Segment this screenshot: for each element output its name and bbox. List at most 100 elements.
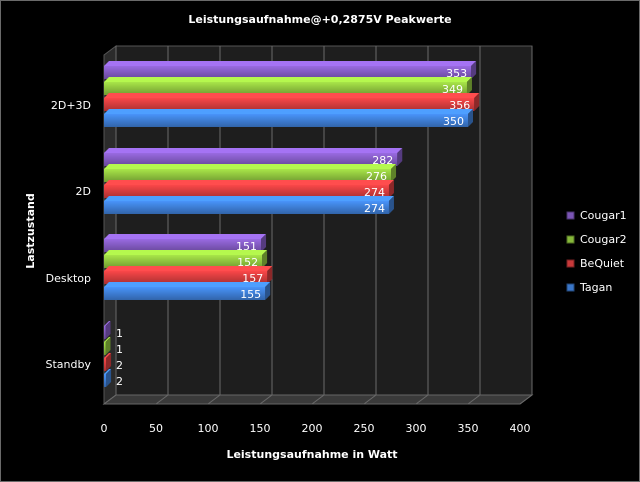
- bar-front: [104, 82, 467, 95]
- gridline-floor: [259, 394, 273, 405]
- bar-top: [104, 164, 397, 169]
- bar-top: [104, 321, 111, 326]
- x-tick-label: 200: [302, 422, 323, 435]
- data-label: 1: [116, 343, 123, 356]
- bar-front: [104, 255, 263, 268]
- bar-front: [104, 374, 107, 387]
- data-label: 274: [364, 186, 385, 199]
- x-tick-label: 400: [510, 422, 531, 435]
- gridline-floor: [519, 394, 533, 405]
- category-label: Desktop: [46, 272, 91, 285]
- bar: [104, 148, 403, 166]
- bar: [104, 180, 394, 198]
- x-tick-label: 150: [250, 422, 271, 435]
- legend-label: Cougar2: [580, 233, 627, 246]
- bar-end: [388, 196, 394, 214]
- bar-end: [106, 353, 112, 371]
- bar: [104, 250, 268, 268]
- bar-front: [104, 326, 106, 339]
- bar-front: [104, 342, 106, 355]
- category-label: 2D: [76, 185, 91, 198]
- bar-top: [104, 282, 271, 287]
- bar-top: [104, 61, 477, 66]
- x-tick-label: 300: [406, 422, 427, 435]
- bar: [104, 353, 112, 371]
- bar: [104, 77, 472, 95]
- data-label: 2: [116, 359, 123, 372]
- bar-end: [105, 321, 111, 339]
- bar-top: [104, 337, 111, 342]
- category-label: Standby: [46, 358, 92, 371]
- data-label: 282: [372, 154, 393, 167]
- bar: [104, 321, 111, 339]
- bar: [104, 234, 267, 252]
- gridline-floor: [103, 394, 117, 405]
- data-label: 155: [240, 288, 261, 301]
- bar-top: [104, 369, 112, 374]
- bar-end: [388, 180, 394, 198]
- category-label: 2D+3D: [51, 99, 91, 112]
- bar-end: [391, 164, 397, 182]
- bar-top: [104, 109, 473, 114]
- bar-front: [104, 98, 475, 111]
- bar-end: [466, 77, 472, 95]
- data-label: 157: [242, 272, 263, 285]
- bar-front: [104, 271, 268, 284]
- bar-front: [104, 153, 398, 166]
- bar-top: [104, 77, 472, 82]
- legend-label: Cougar1: [580, 209, 627, 222]
- bar: [104, 61, 477, 79]
- x-tick-label: 100: [198, 422, 219, 435]
- gridline-floor: [415, 394, 429, 405]
- gridline-floor: [363, 394, 377, 405]
- plot-area: 0 50 100 150 200 250 300 350 400 Standby Desktop 2D…: [46, 45, 534, 435]
- bar-end: [397, 148, 403, 166]
- bar-front: [104, 114, 468, 127]
- bar-top: [104, 148, 403, 153]
- bar-top: [104, 250, 268, 255]
- bar-top: [104, 196, 394, 201]
- x-tick-label: 50: [149, 422, 163, 435]
- gridline-floor: [155, 394, 169, 405]
- data-label: 276: [366, 170, 387, 183]
- bar-end: [105, 337, 111, 355]
- bar-top: [104, 234, 267, 239]
- bar-top: [104, 180, 394, 185]
- bar-end: [265, 282, 271, 300]
- data-label: 356: [449, 99, 470, 112]
- y-axis-title: Lastzustand: [24, 193, 37, 268]
- data-label: 152: [237, 256, 258, 269]
- bar-top: [104, 266, 273, 271]
- bar-top: [104, 353, 112, 358]
- x-tick-label: 350: [458, 422, 479, 435]
- gridline-floor: [207, 394, 221, 405]
- data-label: 274: [364, 202, 385, 215]
- bar-end: [267, 266, 273, 284]
- bar-front: [104, 66, 472, 79]
- data-label: 2: [116, 375, 123, 388]
- bar: [104, 196, 394, 214]
- bar-end: [471, 61, 477, 79]
- legend-swatch: [566, 211, 575, 220]
- gridline-floor: [467, 394, 481, 405]
- bar-end: [261, 234, 267, 252]
- bar: [104, 337, 111, 355]
- bar-end: [474, 93, 480, 111]
- data-label: 1: [116, 327, 123, 340]
- bar-end: [106, 369, 112, 387]
- x-tick-label: 250: [354, 422, 375, 435]
- legend-label: BeQuiet: [580, 257, 625, 270]
- bar: [104, 282, 271, 300]
- bar-top: [104, 93, 480, 98]
- bar: [104, 164, 397, 182]
- bar-front: [104, 287, 266, 300]
- data-label: 349: [442, 83, 463, 96]
- legend-swatch: [566, 259, 575, 268]
- legend-swatch: [566, 235, 575, 244]
- data-label: 350: [443, 115, 464, 128]
- bar-front: [104, 239, 262, 252]
- x-tick-label: 0: [101, 422, 108, 435]
- data-label: 151: [236, 240, 257, 253]
- bar: [104, 93, 480, 111]
